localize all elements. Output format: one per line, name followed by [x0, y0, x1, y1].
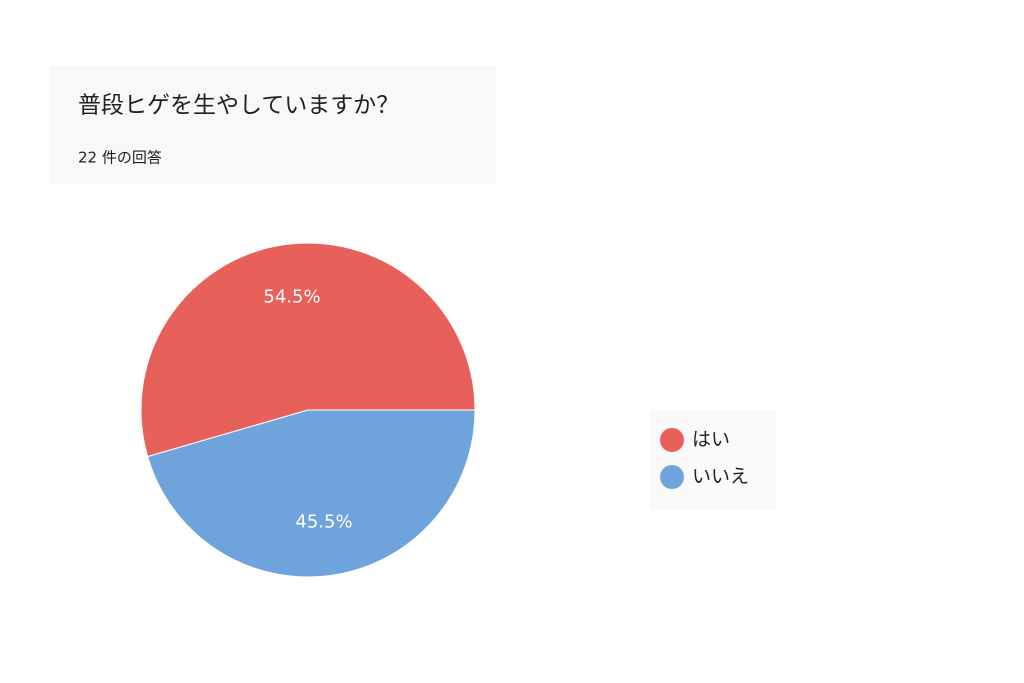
legend-label: はい [692, 429, 730, 451]
slice-label: 45.5% [295, 511, 352, 532]
header-card [50, 66, 496, 184]
legend-marker [660, 465, 684, 489]
legend-marker [660, 428, 684, 452]
chart-subtitle: 22 件の回答 [78, 149, 162, 167]
slice-label: 54.5% [263, 287, 320, 308]
pie-slice [147, 409, 476, 578]
legend-label: いいえ [692, 466, 749, 488]
pie-slice [140, 242, 476, 458]
legend-box [650, 410, 776, 510]
chart-title: 普段ヒゲを生やしていますか？ [78, 93, 399, 119]
